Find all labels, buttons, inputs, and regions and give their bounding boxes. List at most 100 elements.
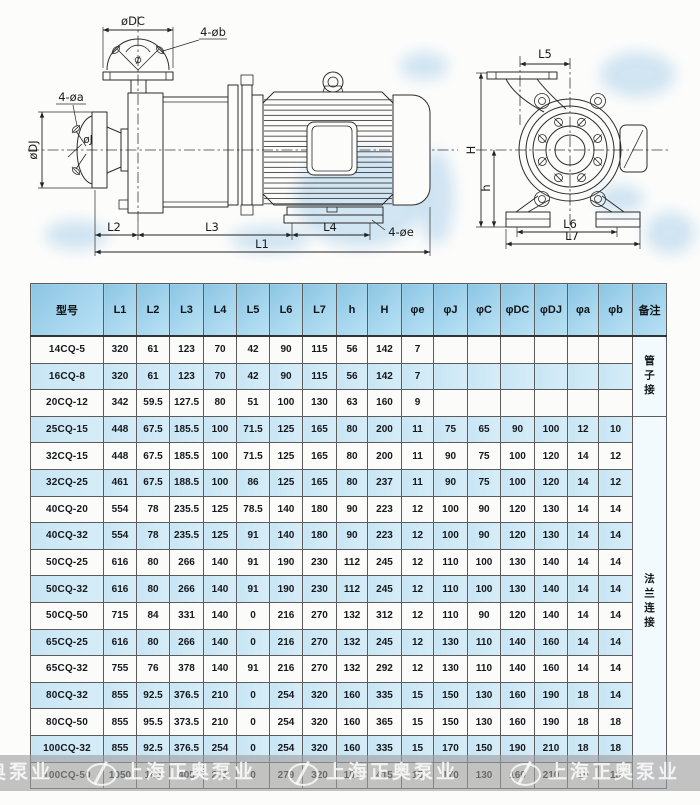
value-cell: 90 — [467, 601, 501, 630]
table-row: 20CQ-12 342 59.5 127.5 80 51 100 130 63 160 9 — [30, 389, 667, 417]
model-cell: 20CQ-12 — [30, 389, 104, 417]
value-cell: 132 — [336, 628, 368, 657]
value-cell: 90 — [467, 495, 501, 524]
value-cell: 10 — [598, 415, 633, 444]
value-cell: 616 — [103, 548, 137, 577]
model-cell: 40CQ-32 — [30, 522, 104, 550]
value-cell: 185.5 — [169, 415, 204, 444]
value-cell: 78 — [136, 495, 170, 524]
column-header: h — [336, 283, 368, 337]
value-cell: 14 — [598, 681, 633, 710]
value-cell: 86 — [236, 468, 270, 497]
scan-stain — [400, 52, 448, 80]
value-cell — [567, 335, 599, 364]
value-cell: 11 — [401, 442, 434, 470]
value-cell: 14 — [567, 575, 599, 603]
label-4e: 4-øe — [388, 225, 414, 239]
value-cell: 190 — [269, 548, 303, 577]
value-cell: 120 — [534, 468, 568, 497]
value-cell: 0 — [236, 628, 270, 657]
value-cell — [534, 389, 568, 417]
value-cell: 14 — [598, 495, 633, 524]
value-cell — [598, 335, 633, 364]
value-cell: 230 — [302, 575, 337, 603]
value-cell: 75 — [467, 442, 501, 470]
value-cell: 14 — [567, 468, 599, 497]
label-l5: L5 — [538, 47, 552, 61]
value-cell: 165 — [302, 415, 337, 444]
value-cell: 80 — [336, 415, 368, 444]
value-cell: 190 — [534, 681, 568, 710]
value-cell: 12 — [401, 655, 434, 683]
column-header: 备注 — [632, 283, 667, 337]
value-cell — [500, 389, 535, 417]
value-cell: 312 — [367, 601, 402, 630]
remark-cell: 管子接 — [632, 335, 667, 417]
value-cell: 270 — [302, 601, 337, 630]
value-cell: 100 — [203, 442, 237, 470]
value-cell: 245 — [367, 575, 402, 603]
value-cell: 67.5 — [136, 468, 170, 497]
value-cell: 95.5 — [136, 708, 170, 736]
value-cell: 91 — [236, 548, 270, 577]
value-cell: 14 — [598, 601, 633, 630]
value-cell: 320 — [103, 335, 137, 364]
value-cell: 125 — [269, 468, 303, 497]
watermark-logo — [86, 763, 117, 786]
value-cell: 120 — [500, 495, 535, 524]
value-cell: 150 — [433, 708, 468, 736]
value-cell: 755 — [103, 655, 137, 683]
label-l3: L3 — [205, 220, 219, 234]
value-cell: 120 — [534, 442, 568, 470]
value-cell: 12 — [401, 548, 434, 577]
value-cell: 18 — [567, 681, 599, 710]
watermark-text: 上海正奥泵业 — [124, 762, 257, 783]
value-cell: 235.5 — [169, 522, 204, 550]
remark-cell: 法兰连接 — [632, 415, 667, 790]
label-4a: 4-øa — [58, 90, 84, 104]
value-cell: 165 — [302, 442, 337, 470]
value-cell: 140 — [203, 548, 237, 577]
table-row: 65CQ-32 755 76 378 140 91 216 270 132 292 12 130 110… — [30, 655, 667, 683]
value-cell: 100 — [467, 575, 501, 603]
value-cell: 127.5 — [169, 389, 204, 417]
value-cell: 235.5 — [169, 495, 204, 524]
model-cell: 65CQ-25 — [30, 628, 104, 657]
value-cell: 12 — [598, 468, 633, 497]
model-cell: 40CQ-20 — [30, 495, 104, 524]
value-cell: 160 — [534, 655, 568, 683]
column-header: L1 — [103, 283, 137, 337]
value-cell: 115 — [302, 335, 337, 364]
value-cell: 554 — [103, 495, 137, 524]
value-cell: 0 — [236, 601, 270, 630]
value-cell: 270 — [302, 628, 337, 657]
pump-dimension-drawing: øDC 4-øb øDJ — [26, 14, 668, 256]
value-cell: 616 — [103, 575, 137, 603]
column-header: L2 — [136, 283, 170, 337]
label-l7: L7 — [565, 229, 579, 243]
label-j: øJ — [83, 134, 93, 146]
value-cell: 80 — [136, 548, 170, 577]
value-cell: 373.5 — [169, 708, 204, 736]
value-cell: 100 — [500, 468, 535, 497]
value-cell: 320 — [302, 708, 337, 736]
value-cell: 266 — [169, 628, 204, 657]
value-cell: 130 — [534, 522, 568, 550]
value-cell — [433, 389, 468, 417]
table-row: 40CQ-20 554 78 235.5 125 78.5 140 180 90 223 12 100… — [30, 495, 667, 524]
value-cell: 42 — [236, 335, 270, 364]
value-cell: 855 — [103, 708, 137, 736]
value-cell — [467, 362, 501, 391]
value-cell: 378 — [169, 655, 204, 683]
value-cell: 254 — [269, 681, 303, 710]
watermark-logo — [510, 763, 541, 786]
value-cell: 90 — [269, 362, 303, 391]
label-l6: L6 — [563, 217, 577, 231]
value-cell: 216 — [269, 655, 303, 683]
value-cell: 110 — [433, 575, 468, 603]
value-cell: 112 — [336, 548, 368, 577]
value-cell: 100 — [269, 389, 303, 417]
value-cell: 80 — [136, 628, 170, 657]
value-cell: 140 — [203, 601, 237, 630]
